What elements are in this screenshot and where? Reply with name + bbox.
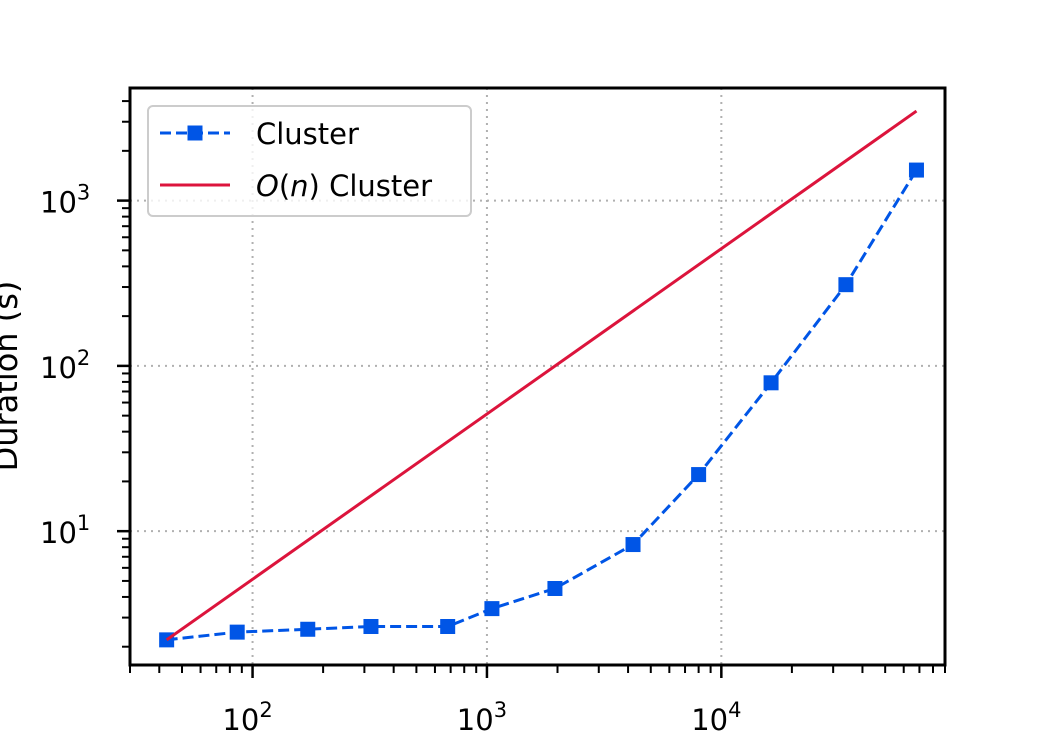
legend-label: O(n) Cluster: [256, 169, 432, 203]
series-cluster: [159, 162, 924, 648]
x-tick-label: 104: [691, 698, 741, 737]
data-point-marker: [691, 467, 707, 483]
axes-frame: [128, 86, 947, 667]
gridlines: [130, 88, 945, 665]
x-tick-exponent: 3: [494, 698, 507, 722]
y-axis-label: Duration (s): [0, 281, 25, 472]
legend-entry-cluster: Cluster: [160, 117, 359, 151]
x-tick-exponent: 2: [259, 698, 272, 722]
data-point-marker: [625, 537, 641, 553]
data-point-marker: [547, 580, 563, 596]
series-layer: [159, 109, 924, 648]
series-line: [166, 169, 918, 642]
data-point-marker: [484, 601, 500, 617]
y-tick-exponent: 3: [77, 181, 90, 205]
data-point-marker: [300, 621, 316, 637]
y-tick-exponent: 1: [77, 511, 90, 535]
series-line: [165, 109, 918, 642]
data-point-marker: [908, 162, 924, 178]
legend-label: Cluster: [256, 117, 359, 151]
legend: Cluster O(n) Cluster: [147, 105, 472, 217]
x-tick-exponent: 4: [728, 698, 741, 722]
data-point-marker: [363, 619, 379, 635]
legend-marker: [187, 125, 203, 141]
data-point-marker: [838, 277, 854, 293]
data-point-marker: [440, 619, 456, 635]
data-point-marker: [763, 375, 779, 391]
data-point-marker: [229, 624, 245, 640]
series-on-cluster: [165, 109, 918, 642]
y-tick-exponent: 2: [77, 346, 90, 370]
ticks: [117, 100, 946, 678]
legend-entry-on-cluster: O(n) Cluster: [160, 169, 432, 203]
